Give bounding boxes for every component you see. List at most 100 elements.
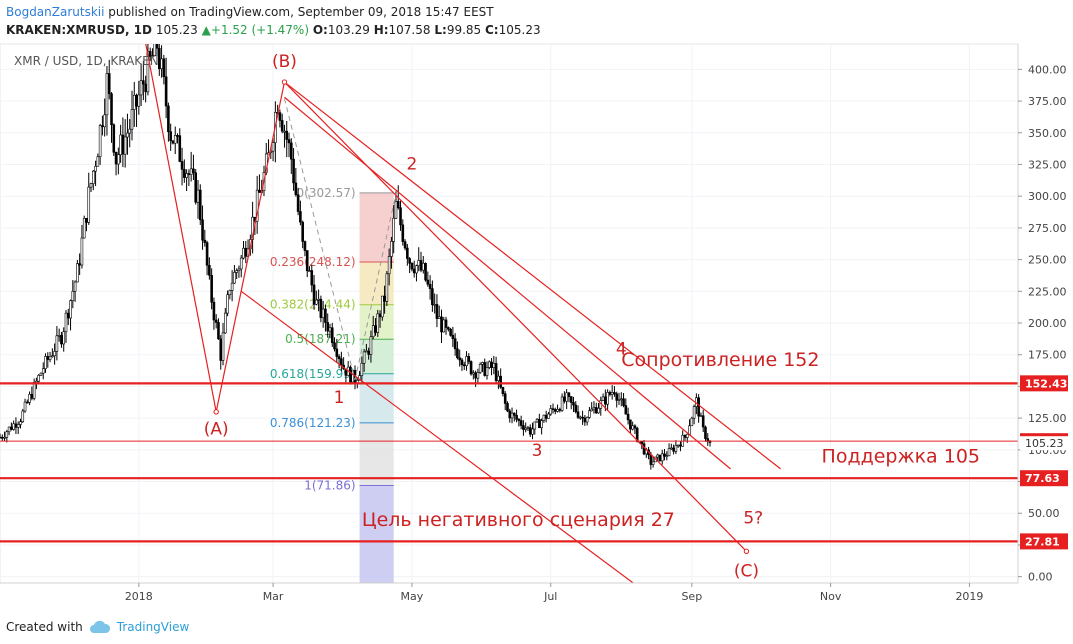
candle-body-up bbox=[283, 130, 286, 133]
candle-body-up bbox=[44, 356, 47, 370]
candle bbox=[567, 391, 571, 403]
candle-body-up bbox=[255, 189, 259, 222]
candle-body-down bbox=[210, 274, 213, 303]
high-value: 107.58 bbox=[388, 23, 431, 37]
time-tick-label: May bbox=[401, 590, 424, 603]
price-tick-label: 275.00 bbox=[1028, 222, 1067, 235]
candle-body-up bbox=[87, 186, 91, 223]
price-chart[interactable]: 0(302.57) 0.236(248.12) 0.382(214.44) 0.5(1… bbox=[0, 0, 1073, 612]
candle-body-down bbox=[613, 392, 616, 395]
candle-body-down bbox=[435, 304, 439, 319]
candle-body-down bbox=[171, 140, 175, 144]
plot-content: 0(302.57) 0.236(248.12) 0.382(214.44) 0.5(1… bbox=[0, 44, 1018, 583]
candle-body-down bbox=[144, 83, 147, 93]
candle-body-up bbox=[237, 268, 241, 271]
candle bbox=[130, 90, 134, 141]
candle bbox=[572, 396, 575, 413]
candle bbox=[581, 410, 584, 425]
candle-body-up bbox=[76, 263, 79, 283]
candle bbox=[447, 326, 450, 332]
candle-body-down bbox=[335, 348, 339, 357]
candle-body-up bbox=[92, 170, 95, 184]
candle-body-up bbox=[390, 241, 393, 257]
candle bbox=[390, 236, 393, 269]
candle-body-down bbox=[576, 411, 580, 418]
candle-body-down bbox=[528, 427, 532, 435]
candle bbox=[444, 316, 448, 335]
candle-body-up bbox=[549, 408, 553, 415]
low-value: 99.85 bbox=[446, 23, 482, 37]
candle-body-down bbox=[499, 375, 502, 388]
candle-body-up bbox=[89, 183, 93, 188]
candle-body-down bbox=[622, 398, 625, 406]
candle-body-up bbox=[588, 410, 591, 418]
fib-level-label: 0.382(214.44) bbox=[270, 298, 356, 312]
candle bbox=[51, 348, 54, 358]
candle bbox=[205, 240, 209, 276]
candle-body-up bbox=[7, 426, 11, 433]
candle bbox=[615, 391, 619, 408]
candle-body-down bbox=[424, 262, 427, 281]
candle bbox=[369, 330, 373, 363]
footer: Created with TradingView bbox=[6, 617, 189, 637]
candle bbox=[292, 148, 295, 191]
candle-body-down bbox=[513, 412, 516, 416]
candle-body-down bbox=[704, 426, 707, 439]
candle-body-up bbox=[385, 273, 389, 302]
price-tick-label: 0.00 bbox=[1028, 571, 1053, 584]
candle-body-down bbox=[460, 359, 464, 366]
candle-body-down bbox=[60, 335, 63, 345]
candle-body-down bbox=[508, 410, 512, 419]
candle-body-down bbox=[217, 322, 220, 340]
candle-body-up bbox=[437, 316, 441, 319]
dashed-lines bbox=[283, 98, 397, 381]
author-link[interactable]: BogdanZarutskii bbox=[6, 5, 105, 19]
candle bbox=[622, 392, 625, 408]
candle bbox=[660, 449, 664, 465]
fib-level-label: 0.5(187.21) bbox=[285, 332, 355, 346]
candle bbox=[690, 416, 694, 427]
candle-body-down bbox=[312, 284, 316, 305]
grid bbox=[0, 44, 1018, 583]
candle-body-down bbox=[114, 151, 118, 165]
candle bbox=[3, 431, 6, 442]
candle-body-down bbox=[324, 308, 327, 323]
candle bbox=[221, 322, 225, 366]
candle-body-down bbox=[326, 322, 330, 332]
candle bbox=[476, 368, 480, 385]
price-tick-label: 125.00 bbox=[1028, 412, 1067, 425]
candle-body-up bbox=[590, 408, 593, 412]
candle-body-down bbox=[469, 361, 473, 375]
candle bbox=[48, 351, 52, 363]
candle bbox=[73, 280, 77, 302]
candle-body-up bbox=[185, 173, 188, 178]
candle-body-down bbox=[10, 426, 13, 430]
candle-body-down bbox=[383, 295, 386, 302]
candle-body-up bbox=[130, 109, 134, 130]
candle bbox=[157, 44, 161, 76]
candle-body-up bbox=[119, 134, 122, 156]
tradingview-brand[interactable]: TradingView bbox=[116, 620, 190, 634]
candle bbox=[385, 271, 389, 306]
candle bbox=[403, 239, 407, 251]
candle-body-up bbox=[365, 350, 368, 353]
price-tick-label: 225.00 bbox=[1028, 285, 1067, 298]
candle-body-down bbox=[642, 443, 646, 455]
candle-body-up bbox=[57, 335, 61, 337]
annotations: Сопротивление 152 Поддержка 105 Цель негат… bbox=[362, 349, 980, 531]
trend-line bbox=[240, 290, 635, 583]
candle bbox=[651, 456, 655, 468]
fib-level-label: 0.618(159.99) bbox=[270, 367, 356, 381]
candle-body-down bbox=[503, 393, 507, 404]
candle-body-up bbox=[117, 154, 120, 165]
candle bbox=[701, 409, 705, 433]
candle-body-up bbox=[103, 114, 106, 128]
price-level-badge-label: 27.81 bbox=[1025, 535, 1060, 548]
annotation-text: Поддержка 105 bbox=[822, 446, 980, 468]
candle-body-up bbox=[676, 444, 680, 447]
price-tick-label: 375.00 bbox=[1028, 95, 1067, 108]
candle-body-up bbox=[321, 308, 325, 318]
candle-body-up bbox=[71, 291, 75, 301]
candle-body-up bbox=[510, 412, 514, 419]
close-value: 105.23 bbox=[498, 23, 541, 37]
